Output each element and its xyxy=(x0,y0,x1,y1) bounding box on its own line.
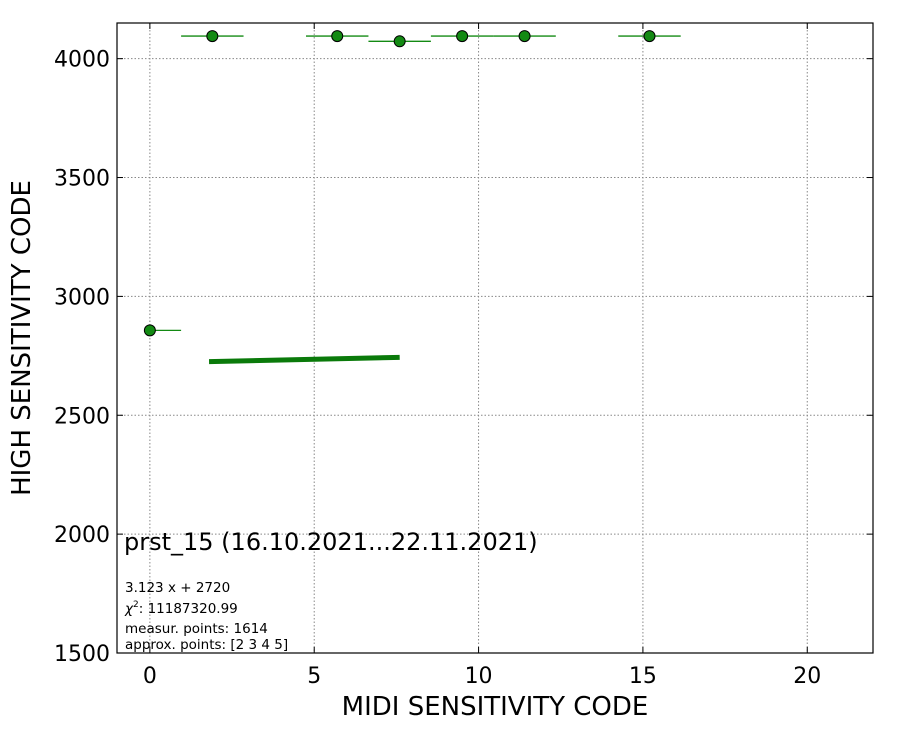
y-tick-label: 1500 xyxy=(54,642,110,667)
chi2-superscript: 2 xyxy=(133,600,139,610)
data-point xyxy=(456,30,469,43)
data-point xyxy=(206,30,219,43)
grid xyxy=(117,23,873,653)
x-tick-label: 0 xyxy=(143,664,157,689)
y-axis-label: HIGH SENSITIVITY CODE xyxy=(7,180,37,496)
data-point xyxy=(143,324,156,337)
annotation-box: prst_15 (16.10.2021...22.11.2021) 3.123 … xyxy=(124,528,538,653)
fit-line xyxy=(208,354,400,365)
plot-frame xyxy=(116,22,874,654)
chi2-symbol: χ xyxy=(124,601,134,617)
annotation-measur-points: measur. points: 1614 xyxy=(125,621,268,637)
x-tick-label: 15 xyxy=(629,664,657,689)
fit-line-group xyxy=(208,354,400,365)
y-tick-label: 3500 xyxy=(54,167,110,192)
y-tick-label: 2500 xyxy=(54,404,110,429)
data-points xyxy=(143,30,681,337)
annotation-fit-equation: 3.123 x + 2720 xyxy=(125,580,230,596)
data-point xyxy=(518,30,531,43)
data-point xyxy=(393,35,406,48)
y-tick-label: 2000 xyxy=(54,523,110,548)
x-tick-label: 20 xyxy=(793,664,821,689)
chi2-value: : 11187320.99 xyxy=(139,601,238,617)
data-point xyxy=(331,30,344,43)
x-tick-label: 10 xyxy=(465,664,493,689)
data-point xyxy=(643,30,656,43)
axis-ticks: 0 5 10 15 20 1500 2000 2500 3000 3500 4000 xyxy=(54,23,873,689)
annotation-chi2: χ2: 11187320.99 xyxy=(124,600,238,617)
x-tick-label: 5 xyxy=(307,664,321,689)
x-axis-label: MIDI SENSITIVITY CODE xyxy=(342,692,649,722)
annotation-approx-points: approx. points: [2 3 4 5] xyxy=(125,637,288,653)
annotation-title: prst_15 (16.10.2021...22.11.2021) xyxy=(124,528,538,556)
y-tick-label: 3000 xyxy=(54,285,110,310)
y-tick-label: 4000 xyxy=(54,48,110,73)
